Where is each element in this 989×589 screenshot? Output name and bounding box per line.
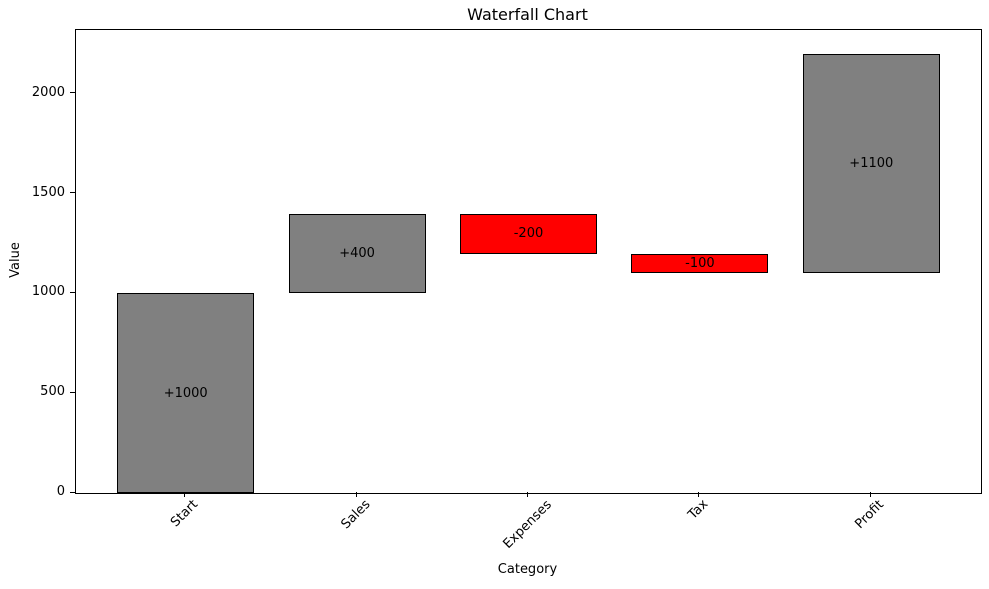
y-tick-mark bbox=[70, 192, 75, 194]
bar-expenses: -200 bbox=[459, 213, 598, 254]
y-tick-label: 1500 bbox=[31, 184, 65, 200]
y-tick-mark bbox=[70, 491, 75, 493]
bar-value-label: +1100 bbox=[849, 156, 894, 172]
bar-tax: -100 bbox=[631, 253, 769, 274]
y-tick-mark bbox=[70, 291, 75, 293]
plot-area: +1000 +400 -200 -100 +1100 bbox=[75, 29, 982, 494]
bar-value-label: -200 bbox=[513, 226, 544, 242]
x-tick-label-start: Start bbox=[167, 497, 201, 531]
bars-layer: +1000 +400 -200 -100 +1100 bbox=[76, 30, 981, 493]
bar-value-label: +400 bbox=[339, 246, 375, 261]
x-tick-label-sales: Sales bbox=[338, 497, 374, 533]
y-tick-mark bbox=[70, 391, 75, 393]
bar-value-label: -100 bbox=[685, 255, 715, 271]
y-tick-label: 500 bbox=[40, 384, 65, 400]
x-tick-mark bbox=[355, 492, 357, 497]
x-tick-mark bbox=[869, 492, 871, 497]
x-tick-mark bbox=[184, 492, 186, 497]
bar-start: +1000 bbox=[117, 293, 255, 493]
y-tick-mark bbox=[70, 92, 75, 94]
x-tick-mark bbox=[698, 492, 700, 497]
y-tick-label: 2000 bbox=[31, 84, 65, 100]
y-tick-label: 0 bbox=[56, 484, 65, 499]
chart-title: Waterfall Chart bbox=[467, 5, 588, 24]
x-tick-label-expenses: Expenses bbox=[499, 497, 555, 552]
bar-sales: +400 bbox=[288, 213, 426, 294]
x-axis-label: Category bbox=[497, 562, 558, 577]
x-tick-label-profit: Profit bbox=[852, 497, 888, 532]
y-tick-label: 1000 bbox=[31, 284, 65, 300]
x-tick-mark bbox=[527, 492, 528, 497]
y-axis-label: Value bbox=[8, 242, 23, 278]
x-tick-label-tax: Tax bbox=[685, 497, 712, 523]
bar-value-label: +1000 bbox=[163, 385, 208, 401]
bar-profit: +1100 bbox=[802, 53, 940, 274]
